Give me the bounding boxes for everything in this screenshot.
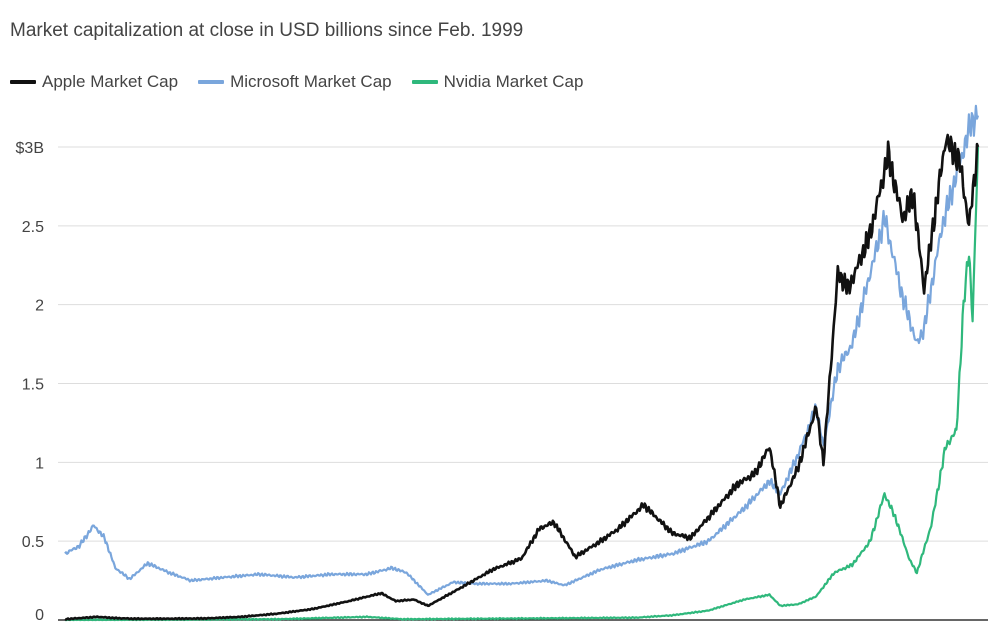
- series-lines: [64, 104, 980, 622]
- legend-label-microsoft: Microsoft Market Cap: [230, 72, 392, 91]
- legend-label-nvidia: Nvidia Market Cap: [443, 72, 584, 91]
- y-tick-label: 1.5: [22, 377, 44, 394]
- series-line-apple: [64, 133, 980, 621]
- y-tick-label: 0: [35, 607, 44, 624]
- legend-item-nvidia: Nvidia Market Cap: [411, 72, 584, 92]
- y-tick-label: 2.5: [22, 219, 44, 236]
- y-tick-label: 0.5: [22, 534, 44, 551]
- series-line-microsoft: [64, 104, 980, 596]
- series-line-nvidia: [64, 146, 980, 622]
- legend-item-microsoft: Microsoft Market Cap: [198, 72, 392, 92]
- y-tick-label: 1: [35, 455, 44, 472]
- chart-subtitle: Market capitalization at close in USD bi…: [10, 20, 524, 41]
- legend-swatch-apple: [10, 80, 36, 84]
- y-tick-label: 2: [35, 298, 44, 315]
- legend-label-apple: Apple Market Cap: [42, 72, 179, 91]
- gridlines: [58, 146, 988, 621]
- legend-swatch-nvidia: [411, 80, 438, 84]
- legend-item-apple: Apple Market Cap: [10, 72, 178, 92]
- y-axis-ticks: $3B 2.5 2 1.5 1 0.5 0: [16, 140, 45, 624]
- legend-swatch-microsoft: [198, 80, 225, 84]
- chart-legend: Apple Market Cap Microsoft Market Cap Nv…: [10, 72, 603, 92]
- y-tick-label: $3B: [16, 140, 44, 157]
